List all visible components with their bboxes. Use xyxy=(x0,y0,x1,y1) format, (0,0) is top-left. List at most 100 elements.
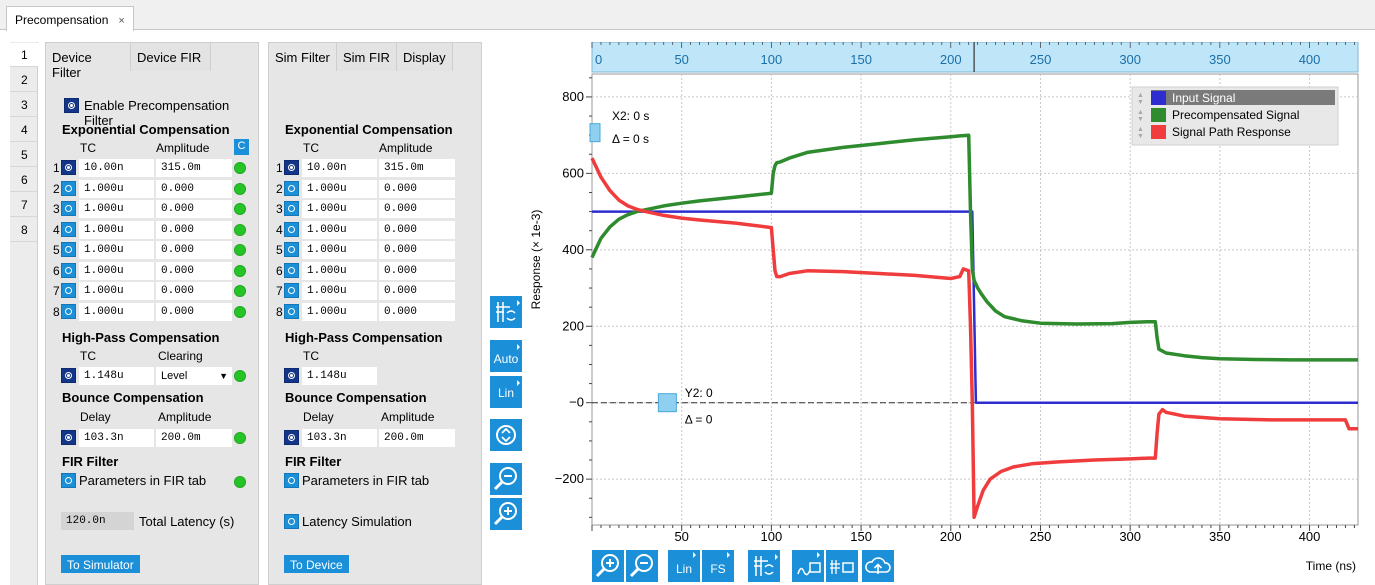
exp-tc-input[interactable]: 1.000u xyxy=(79,220,154,239)
sidebar-tab-3[interactable]: 3 xyxy=(10,93,38,117)
hp-select[interactable] xyxy=(61,368,76,383)
zoom-out-icon[interactable] xyxy=(490,463,522,495)
exp-row-select[interactable] xyxy=(284,283,299,298)
exp-row-select[interactable] xyxy=(61,160,76,175)
latency-sim-toggle[interactable] xyxy=(284,514,299,529)
sidebar-tab-7[interactable]: 7 xyxy=(10,193,38,217)
sidebar-tab-2[interactable]: 2 xyxy=(10,68,38,92)
exp-tc-input[interactable]: 1.000u xyxy=(302,302,377,321)
legend-swatch-1[interactable] xyxy=(1151,108,1166,122)
x-scale-lin-button[interactable]: Lin xyxy=(668,550,700,582)
exp-row-select[interactable] xyxy=(284,242,299,257)
legend-swatch-2[interactable] xyxy=(1151,125,1166,139)
legend-entry-0[interactable]: Input Signal xyxy=(1172,91,1235,105)
hp-select[interactable] xyxy=(284,368,299,383)
legend-arrow-down-icon[interactable]: ▼ xyxy=(1137,133,1144,140)
grid-settings-button[interactable] xyxy=(490,296,522,328)
exp-tc-input[interactable]: 10.00n xyxy=(79,159,154,177)
exp-row-select[interactable] xyxy=(61,283,76,298)
exp-amplitude-input[interactable]: 315.0m xyxy=(379,159,455,177)
exp-tc-input[interactable]: 1.000u xyxy=(79,261,154,280)
exp-row-select[interactable] xyxy=(284,303,299,319)
exp-tc-input[interactable]: 1.000u xyxy=(302,200,377,218)
exp-row-select[interactable] xyxy=(61,242,76,257)
exp-row-select[interactable] xyxy=(284,262,299,278)
response-chart[interactable]: 0 50 100 150 200 250 300 350 400 800 600 400 200 −0 −2… xyxy=(520,42,1365,582)
legend-arrow-up-icon[interactable]: ▲ xyxy=(1137,126,1144,133)
tab-precompensation[interactable]: Precompensation × xyxy=(6,6,134,31)
exp-amplitude-input[interactable]: 0.000 xyxy=(156,282,232,300)
sidebar-tab-6[interactable]: 6 xyxy=(10,168,38,192)
export-data-icon[interactable] xyxy=(826,550,858,582)
sidebar-tab-4[interactable]: 4 xyxy=(10,118,38,142)
sidebar-tab-1[interactable]: 1 xyxy=(10,43,38,67)
bounce-delay-input[interactable]: 103.3n xyxy=(79,429,154,447)
tab-device-filter[interactable]: Device Filter xyxy=(46,43,131,80)
exp-tc-input[interactable]: 1.000u xyxy=(79,302,154,321)
exp-row-select[interactable] xyxy=(61,303,76,319)
exp-amplitude-input[interactable]: 0.000 xyxy=(156,179,232,198)
legend-arrow-up-icon[interactable]: ▲ xyxy=(1137,92,1144,99)
fir-select[interactable] xyxy=(284,473,299,488)
x-scale-fs-button[interactable]: FS xyxy=(702,550,734,582)
exp-tc-input[interactable]: 1.000u xyxy=(79,282,154,300)
auto-scale-button[interactable]: Auto xyxy=(490,340,522,372)
exp-row-select[interactable] xyxy=(61,180,76,196)
exp-row-select[interactable] xyxy=(284,160,299,175)
bounce-select[interactable] xyxy=(61,430,76,445)
x-grid-settings-button[interactable] xyxy=(748,550,780,582)
exp-tc-input[interactable]: 1.000u xyxy=(79,200,154,218)
exp-amplitude-input[interactable]: 0.000 xyxy=(156,200,232,218)
exp-tc-input[interactable]: 1.000u xyxy=(302,282,377,300)
top-axis-bar[interactable] xyxy=(591,42,1359,73)
exp-row-select[interactable] xyxy=(284,201,299,216)
sidebar-tab-5[interactable]: 5 xyxy=(10,143,38,167)
hp-tc-input[interactable]: 1.148u xyxy=(79,367,154,385)
exp-amplitude-input[interactable]: 0.000 xyxy=(379,179,455,198)
legend-swatch-0[interactable] xyxy=(1151,91,1166,105)
tab-device-fir[interactable]: Device FIR xyxy=(131,43,211,71)
exp-amplitude-input[interactable]: 0.000 xyxy=(156,261,232,280)
to-simulator-button[interactable]: To Simulator xyxy=(61,555,140,573)
exp-tc-input[interactable]: 1.000u xyxy=(302,220,377,239)
hp-tc-input[interactable]: 1.148u xyxy=(302,367,377,385)
zoom-fit-icon[interactable] xyxy=(490,419,522,451)
exp-tc-input[interactable]: 1.000u xyxy=(302,241,377,259)
exp-amplitude-input[interactable]: 0.000 xyxy=(379,200,455,218)
bounce-select[interactable] xyxy=(284,430,299,445)
exp-amplitude-input[interactable]: 0.000 xyxy=(156,220,232,239)
cloud-upload-icon[interactable] xyxy=(862,550,894,582)
exp-amplitude-input[interactable]: 0.000 xyxy=(379,261,455,280)
exp-tc-input[interactable]: 1.000u xyxy=(302,261,377,280)
exp-row-select[interactable] xyxy=(61,221,76,237)
exp-amplitude-input[interactable]: 0.000 xyxy=(379,220,455,239)
enable-precomp-toggle[interactable] xyxy=(64,98,79,113)
zoom-in-icon[interactable] xyxy=(490,498,522,530)
y-scale-lin-button[interactable]: Lin xyxy=(490,376,522,408)
exp-tc-input[interactable]: 1.000u xyxy=(302,179,377,198)
clearing-select[interactable]: Level ▼ xyxy=(156,367,232,385)
exp-amplitude-input[interactable]: 0.000 xyxy=(379,282,455,300)
exp-amplitude-input[interactable]: 0.000 xyxy=(379,302,455,321)
x-zoom-out-icon[interactable] xyxy=(626,550,658,582)
close-icon[interactable]: × xyxy=(118,15,125,27)
sidebar-tab-8[interactable]: 8 xyxy=(10,218,38,242)
legend-arrow-down-icon[interactable]: ▼ xyxy=(1137,116,1144,123)
tab-sim-filter[interactable]: Sim Filter xyxy=(269,43,337,71)
exp-amplitude-input[interactable]: 0.000 xyxy=(379,241,455,259)
exp-row-select[interactable] xyxy=(284,180,299,196)
exp-amplitude-input[interactable]: 0.000 xyxy=(156,241,232,259)
x-zoom-in-icon[interactable] xyxy=(592,550,624,582)
exp-row-select[interactable] xyxy=(284,221,299,237)
legend-arrow-down-icon[interactable]: ▼ xyxy=(1137,99,1144,106)
x2-cursor-handle[interactable] xyxy=(589,123,601,143)
to-device-button[interactable]: To Device xyxy=(284,555,349,573)
exp-amplitude-input[interactable]: 0.000 xyxy=(156,302,232,321)
exp-tc-input[interactable]: 1.000u xyxy=(79,179,154,198)
export-image-icon[interactable] xyxy=(792,550,824,582)
tab-sim-fir[interactable]: Sim FIR xyxy=(337,43,397,71)
clear-button[interactable]: C xyxy=(234,139,249,155)
fir-select[interactable] xyxy=(61,473,76,488)
bounce-amplitude-input[interactable]: 200.0m xyxy=(156,429,232,447)
legend-arrow-up-icon[interactable]: ▲ xyxy=(1137,109,1144,116)
